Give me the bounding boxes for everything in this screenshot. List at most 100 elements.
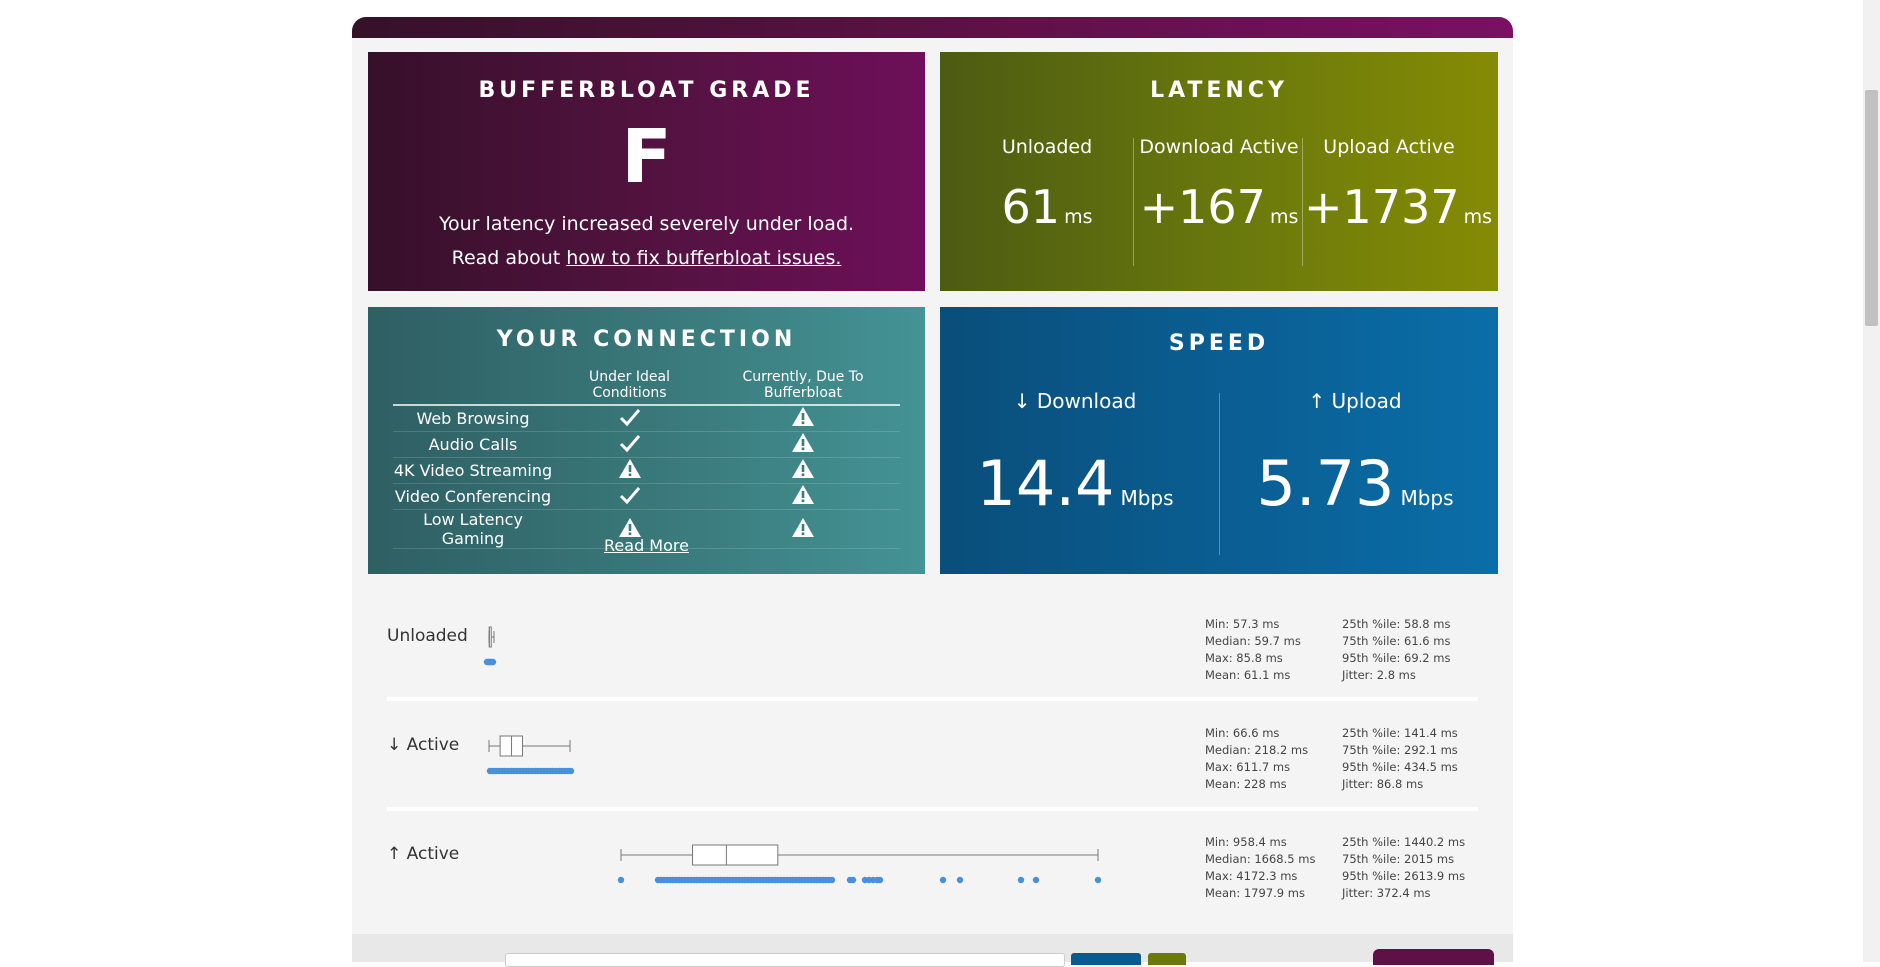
stat-line: 95th %ile: 69.2 ms	[1342, 651, 1451, 665]
warning-icon	[706, 431, 900, 458]
connection-row: Video Conferencing	[393, 483, 900, 510]
latency-divider	[1133, 138, 1134, 266]
stat-line: Mean: 1797.9 ms	[1205, 886, 1305, 900]
stat-line: 75th %ile: 2015 ms	[1342, 852, 1455, 866]
speed-upload-value: 5.73 Mbps	[1220, 447, 1490, 520]
plot-label: Unloaded	[387, 626, 468, 646]
latency-upload-label: Upload Active	[1323, 136, 1455, 158]
plot-label: ↑ Active	[387, 844, 460, 864]
latency-upload-unit: ms	[1463, 206, 1493, 228]
stat-line: 95th %ile: 2613.9 ms	[1342, 869, 1466, 883]
stat-line: Jitter: 372.4 ms	[1342, 886, 1431, 900]
page-header-bar	[352, 17, 1513, 38]
connection-header-current: Currently, Due To Bufferbloat	[706, 369, 900, 406]
sample-dot	[939, 876, 947, 884]
latency-unloaded-number: 61	[1001, 180, 1061, 234]
warning-icon	[706, 457, 900, 484]
sample-dot	[849, 876, 857, 884]
latency-download-value: +167 ms	[1134, 180, 1304, 234]
scrollbar-thumb[interactable]	[1865, 90, 1878, 326]
connection-header-blank	[393, 369, 553, 406]
latency-divider	[1302, 138, 1303, 266]
run-test-button[interactable]	[1373, 949, 1494, 965]
speed-download-number: 14.4	[976, 447, 1115, 520]
speed-download-unit: Mbps	[1120, 486, 1174, 510]
read-about-prefix: Read about	[451, 247, 561, 269]
speed-upload-label: ↑ Upload	[1308, 389, 1402, 413]
stat-line: Max: 611.7 ms	[1205, 760, 1291, 774]
stats-right: 25th %ile: 58.8 ms 75th %ile: 61.6 ms 95th…	[1342, 616, 1450, 684]
stat-line: Max: 85.8 ms	[1205, 651, 1283, 665]
bufferbloat-grade-panel: BUFFERBLOAT GRADE F Your latency increas…	[368, 52, 925, 291]
copy-button[interactable]	[1148, 953, 1186, 965]
sample-dot	[956, 876, 964, 884]
box-plot	[617, 844, 1102, 884]
connection-row-label: Audio Calls	[393, 431, 553, 458]
fix-bufferbloat-link[interactable]: how to fix bufferbloat issues.	[566, 247, 842, 269]
grade-description: Your latency increased severely under lo…	[438, 213, 855, 235]
connection-table: Under Ideal Conditions Currently, Due To…	[393, 369, 900, 549]
sample-dot	[876, 876, 884, 884]
connection-row: Audio Calls	[393, 431, 900, 458]
latency-unloaded-unit: ms	[1064, 206, 1093, 228]
latency-download-number: +167	[1139, 180, 1266, 234]
plot-separator	[387, 697, 1478, 701]
stats-right: 25th %ile: 1440.2 ms 75th %ile: 2015 ms 95…	[1342, 834, 1465, 902]
latency-unloaded-value: 61 ms	[962, 180, 1132, 234]
connection-row: Low Latency Gaming	[393, 509, 900, 549]
speed-upload: ↑ Upload 5.73 Mbps	[1220, 389, 1490, 520]
latency-upload-number: +1737	[1304, 180, 1460, 234]
stat-line: Min: 958.4 ms	[1205, 835, 1287, 849]
stat-line: 75th %ile: 292.1 ms	[1342, 743, 1458, 757]
speed-title: SPEED	[1168, 331, 1270, 356]
read-more-link[interactable]: Read More	[604, 536, 689, 555]
connection-row-label: Video Conferencing	[393, 483, 553, 510]
box-plot	[486, 735, 575, 775]
connection-title: YOUR CONNECTION	[496, 327, 797, 352]
check-icon	[553, 405, 707, 432]
sample-dot	[617, 876, 625, 884]
sample-dot	[1032, 876, 1040, 884]
latency-unloaded: Unloaded 61 ms	[962, 136, 1132, 266]
connection-row: 4K Video Streaming	[393, 457, 900, 484]
stat-line: Median: 1668.5 ms	[1205, 852, 1316, 866]
speed-upload-unit: Mbps	[1400, 486, 1454, 510]
sample-dot	[489, 658, 497, 666]
stat-line: Min: 66.6 ms	[1205, 726, 1280, 740]
latency-download-active: Download Active +167 ms	[1134, 136, 1304, 266]
latency-unloaded-label: Unloaded	[1001, 136, 1093, 158]
share-button[interactable]	[1071, 953, 1141, 965]
stat-line: Min: 57.3 ms	[1205, 617, 1280, 631]
stat-line: 25th %ile: 58.8 ms	[1342, 617, 1451, 631]
connection-header-row: Under Ideal Conditions Currently, Due To…	[393, 369, 900, 406]
speed-panel: SPEED ↓ Download 14.4 Mbps ↑ Upload 5.73 M…	[940, 307, 1498, 574]
speed-upload-number: 5.73	[1256, 447, 1395, 520]
stat-line: Jitter: 86.8 ms	[1342, 777, 1424, 791]
connection-row-label: 4K Video Streaming	[393, 457, 553, 484]
iqr-box	[692, 844, 779, 866]
stat-line: Max: 4172.3 ms	[1205, 869, 1298, 883]
speed-download-label: ↓ Download	[1013, 389, 1137, 413]
warning-icon	[706, 483, 900, 510]
plot-separator	[387, 807, 1478, 811]
speed-download-value: 14.4 Mbps	[940, 447, 1210, 520]
stats-right: 25th %ile: 141.4 ms 75th %ile: 292.1 ms 95…	[1342, 725, 1458, 793]
stat-line: Median: 59.7 ms	[1205, 634, 1301, 648]
speed-divider	[1219, 393, 1220, 555]
stats-left: Min: 57.3 ms Median: 59.7 ms Max: 85.8 ms M…	[1205, 616, 1301, 684]
latency-download-label: Download Active	[1139, 136, 1299, 158]
box-plot	[483, 626, 497, 666]
stat-line: Mean: 61.1 ms	[1205, 668, 1291, 682]
connection-panel: YOUR CONNECTION Under Ideal Conditions C…	[368, 307, 925, 574]
latency-title: LATENCY	[1150, 78, 1288, 103]
check-icon	[553, 483, 707, 510]
latency-panel: LATENCY Unloaded 61 ms Download Active +1…	[940, 52, 1498, 291]
grade-letter: F	[621, 114, 672, 200]
grade-read-about: Read about how to fix bufferbloat issues…	[368, 247, 925, 269]
share-input[interactable]	[505, 953, 1065, 967]
read-more-wrapper: Read More	[368, 536, 925, 555]
speed-download: ↓ Download 14.4 Mbps	[940, 389, 1210, 520]
stats-left: Min: 66.6 ms Median: 218.2 ms Max: 611.7 m…	[1205, 725, 1308, 793]
scrollbar[interactable]	[1863, 0, 1880, 962]
plot-label: ↓ Active	[387, 735, 460, 755]
